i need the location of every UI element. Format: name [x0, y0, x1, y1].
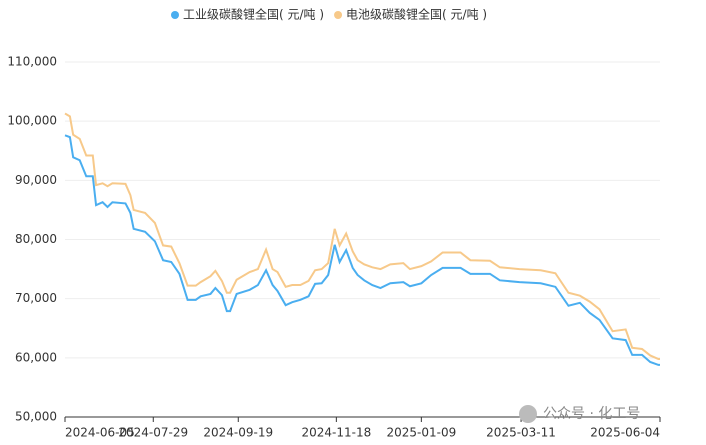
legend-marker: [171, 11, 179, 19]
x-tick-label: 2024-11-18: [301, 426, 371, 440]
x-tick-label: 2025-03-11: [486, 426, 556, 440]
x-tick-label: 2025-01-09: [386, 426, 456, 440]
legend-label: 工业级碳酸锂全国( 元/吨 ): [183, 7, 324, 22]
x-tick-label: 2024-07-29: [118, 426, 188, 440]
y-tick-label: 110,000: [7, 55, 57, 69]
series-line: [64, 134, 660, 366]
legend-label: 电池级碳酸锂全国( 元/吨 ): [346, 7, 487, 22]
watermark: 公众号 · 化工号: [543, 406, 640, 422]
x-tick-label: 2024-06-05: [65, 426, 135, 440]
y-tick-label: 60,000: [15, 350, 57, 364]
y-tick-label: 50,000: [15, 410, 57, 424]
y-tick-label: 90,000: [15, 173, 57, 187]
x-tick-label: 2025-06-04: [590, 426, 660, 440]
y-tick-label: 70,000: [15, 291, 57, 305]
watermark-icon: [519, 405, 537, 423]
y-tick-label: 100,000: [7, 114, 57, 128]
legend-marker: [334, 11, 343, 19]
y-tick-label: 80,000: [15, 232, 57, 246]
series-line: [64, 112, 660, 361]
legend: 工业级碳酸锂全国( 元/吨 ) 电池级碳酸锂全国( 元/吨 ): [171, 7, 487, 22]
x-tick-label: 2024-09-19: [203, 426, 273, 440]
